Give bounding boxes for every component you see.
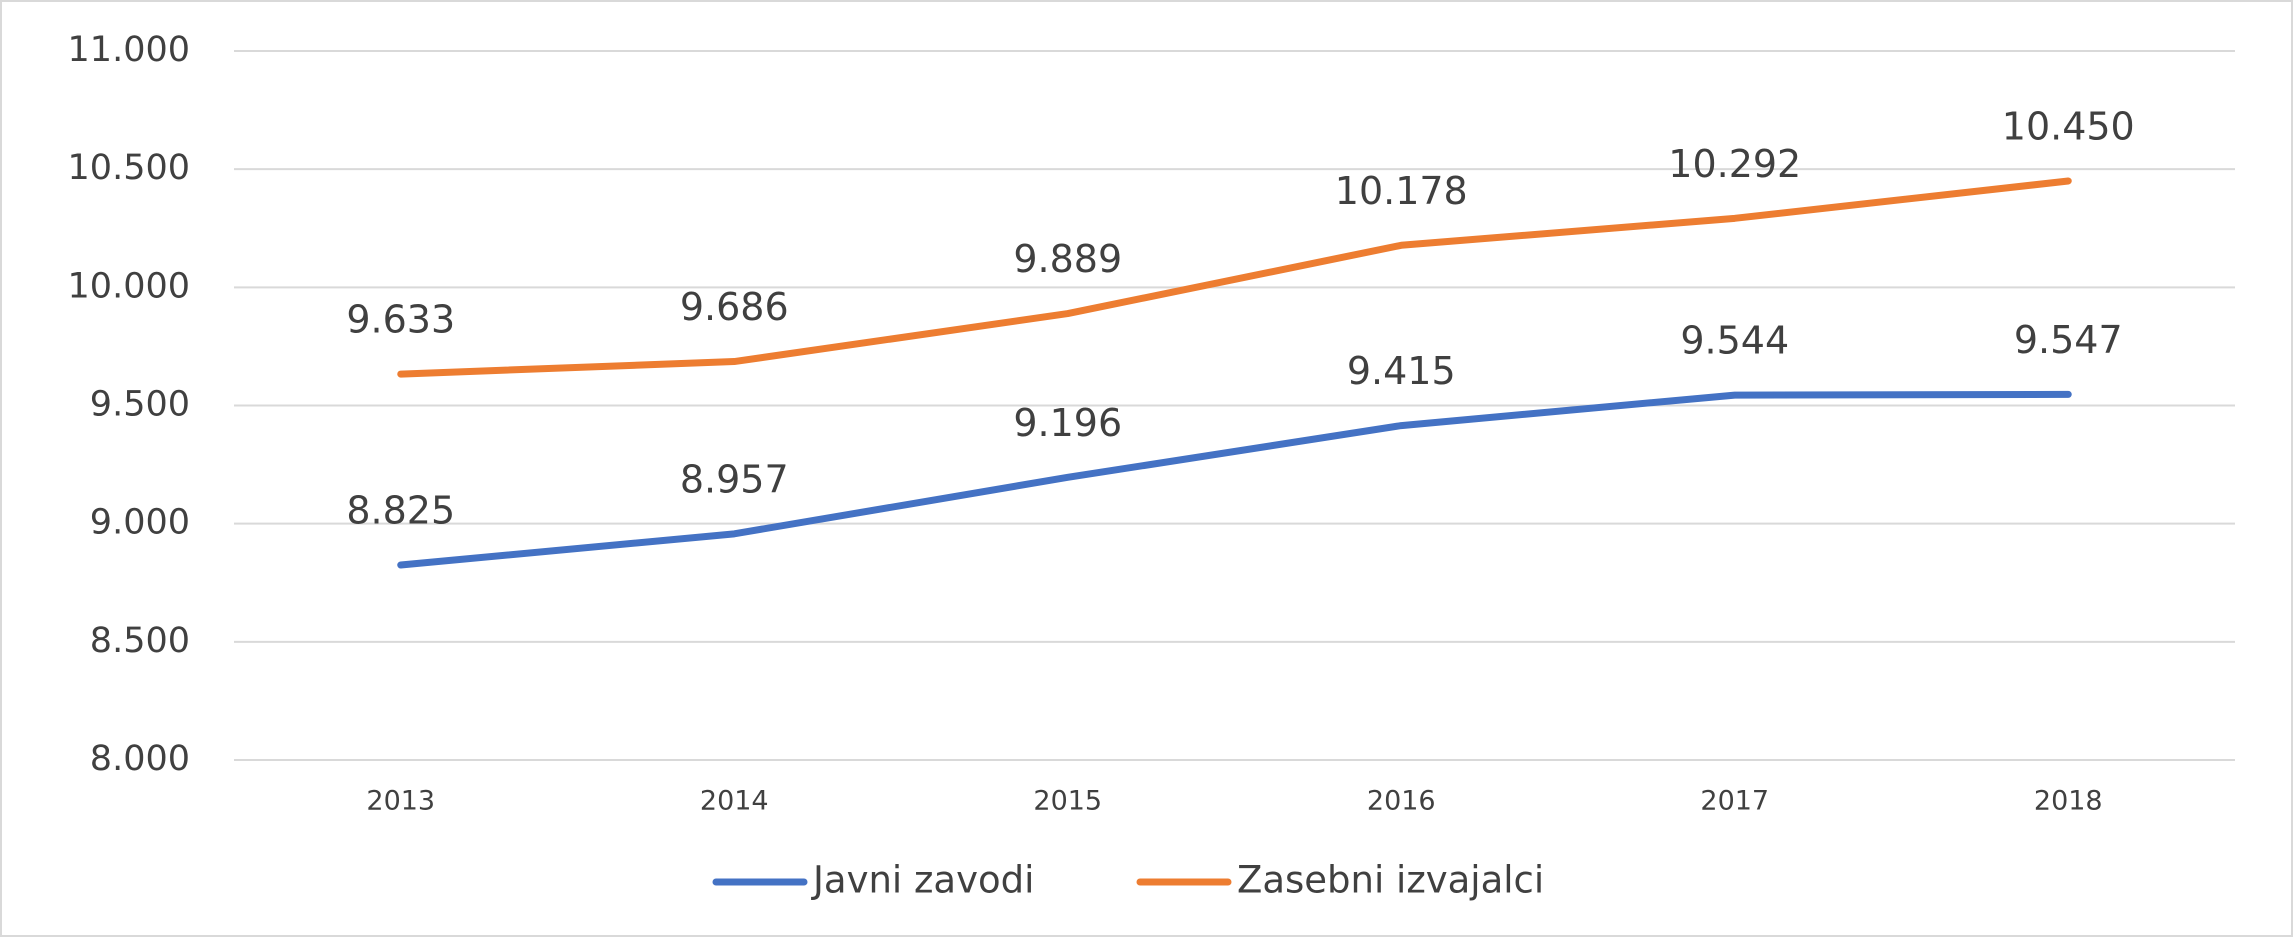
- data-label: 8.957: [680, 457, 789, 501]
- data-label: 9.686: [680, 285, 789, 329]
- x-tick-label: 2016: [1367, 786, 1436, 817]
- legend-label: Zasebni izvajalci: [1237, 859, 1544, 902]
- data-label: 9.415: [1347, 349, 1456, 393]
- y-tick-label: 11.000: [68, 30, 190, 70]
- data-label: 10.450: [2002, 104, 2135, 148]
- data-label: 10.292: [1668, 142, 1801, 186]
- data-label: 9.196: [1013, 401, 1122, 445]
- series-line: [397, 177, 2072, 378]
- x-tick-label: 2013: [366, 786, 435, 817]
- data-label: 9.889: [1013, 237, 1122, 281]
- y-tick-label: 8.000: [90, 739, 190, 779]
- y-tick-label: 10.500: [68, 148, 190, 188]
- legend-label: Javni zavodi: [811, 859, 1034, 902]
- data-label: 9.633: [346, 298, 455, 342]
- y-tick-label: 8.500: [90, 621, 190, 661]
- y-tick-label: 9.500: [90, 385, 190, 425]
- data-label: 8.825: [346, 489, 455, 533]
- series-line: [397, 390, 2072, 569]
- x-tick-label: 2015: [1033, 786, 1102, 817]
- x-tick-label: 2014: [700, 786, 769, 817]
- x-tick-label: 2017: [1700, 786, 1769, 817]
- data-label: 9.547: [2014, 318, 2123, 362]
- data-label: 10.178: [1335, 169, 1468, 213]
- y-tick-label: 10.000: [68, 266, 190, 306]
- y-tick-label: 9.000: [90, 503, 190, 543]
- x-tick-label: 2018: [2034, 786, 2103, 817]
- data-label: 9.544: [1680, 319, 1789, 363]
